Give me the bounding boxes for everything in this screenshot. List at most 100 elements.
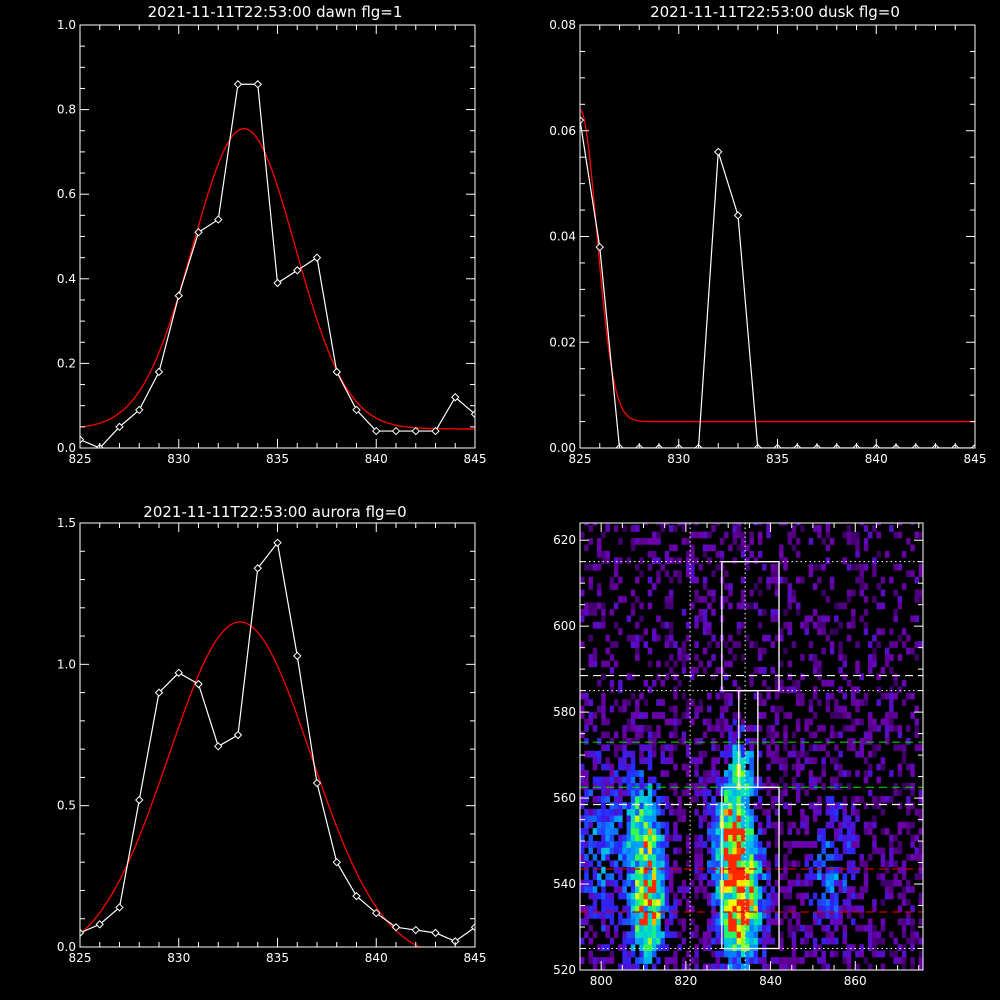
image-heatmap-cell bbox=[694, 808, 699, 816]
image-heatmap-cell bbox=[851, 699, 856, 706]
image-heatmap-cell bbox=[736, 834, 742, 842]
image-heatmap-cell bbox=[664, 673, 670, 681]
image-heatmap-cell bbox=[643, 725, 649, 732]
image-heatmap-cell bbox=[698, 866, 704, 874]
image-heatmap-cell bbox=[613, 750, 619, 758]
image-heatmap-cell bbox=[749, 944, 754, 951]
image-heatmap-cell bbox=[766, 783, 771, 790]
image-heatmap-cell bbox=[618, 963, 623, 970]
image-heatmap-cell bbox=[728, 828, 733, 835]
image-heatmap-cell bbox=[728, 841, 733, 848]
image-heatmap-cell bbox=[647, 957, 653, 964]
image-heatmap-cell bbox=[660, 750, 665, 758]
image-heatmap-cell bbox=[745, 789, 750, 797]
image-heatmap-cell bbox=[651, 931, 657, 939]
image-heatmap-cell bbox=[639, 789, 644, 797]
image-heatmap-cell bbox=[685, 557, 691, 565]
image-heatmap-cell bbox=[664, 892, 670, 900]
dawn-data-point bbox=[154, 367, 164, 377]
image-heatmap-cell bbox=[609, 821, 615, 829]
image-heatmap-cell bbox=[601, 660, 606, 668]
image-heatmap-cell bbox=[609, 879, 615, 887]
image-heatmap-cell bbox=[846, 892, 852, 900]
image-heatmap-cell bbox=[846, 525, 852, 532]
image-heatmap-cell bbox=[588, 576, 593, 584]
image-heatmap-cell bbox=[859, 523, 865, 526]
image-heatmap-cell bbox=[855, 750, 860, 758]
image-heatmap-cell bbox=[901, 866, 907, 874]
image-heatmap-cell bbox=[829, 873, 835, 881]
image-heatmap-cell bbox=[838, 602, 843, 610]
image-heatmap-cell bbox=[694, 589, 699, 597]
image-heatmap-cell bbox=[757, 589, 763, 597]
image-heatmap-cell bbox=[842, 905, 848, 913]
image-heatmap-cell bbox=[872, 950, 877, 958]
image-heatmap-cell bbox=[880, 853, 886, 861]
dawn-data-point bbox=[332, 367, 341, 377]
image-heatmap-cell bbox=[630, 712, 636, 719]
image-heatmap-cell bbox=[812, 841, 818, 848]
image-heatmap-cell bbox=[749, 750, 754, 758]
image-heatmap-cell bbox=[728, 899, 733, 906]
image-heatmap-cell bbox=[757, 892, 763, 900]
image-heatmap-cell bbox=[745, 750, 750, 758]
image-heatmap-cell bbox=[630, 608, 636, 616]
image-heatmap-cell bbox=[711, 570, 716, 578]
image-heatmap-cell bbox=[787, 802, 793, 810]
image-heatmap-cell bbox=[783, 737, 788, 745]
image-heatmap-cell bbox=[609, 828, 615, 835]
image-heatmap-cell bbox=[588, 750, 593, 758]
image-heatmap-cell bbox=[639, 950, 644, 958]
image-heatmap-cell bbox=[643, 873, 649, 881]
image-heatmap-cell bbox=[673, 950, 678, 958]
image-heatmap-cell bbox=[812, 937, 818, 945]
image-heatmap-cell bbox=[630, 944, 636, 951]
image-heatmap-cell bbox=[698, 821, 704, 829]
image-heatmap-cell bbox=[613, 602, 619, 610]
image-heatmap-cell bbox=[740, 828, 746, 835]
image-heatmap-cell bbox=[817, 531, 822, 539]
image-heatmap-cell bbox=[906, 918, 911, 926]
image-heatmap-cell bbox=[753, 692, 759, 700]
image-heatmap-cell bbox=[817, 795, 822, 803]
image-heatmap-cell bbox=[736, 918, 742, 926]
image-heatmap-cell bbox=[592, 866, 598, 874]
image-heatmap-cell bbox=[851, 686, 856, 694]
image-heatmap-cell bbox=[664, 924, 670, 932]
image-heatmap-cell bbox=[668, 557, 674, 565]
image-heatmap-cell bbox=[630, 692, 636, 700]
image-heatmap-cell bbox=[884, 712, 890, 719]
image-heatmap-cell bbox=[635, 808, 640, 816]
image-heatmap-cell bbox=[605, 931, 610, 939]
image-heatmap-cell bbox=[901, 744, 907, 752]
image-heatmap-cell bbox=[779, 918, 784, 926]
image-heatmap-cell bbox=[867, 718, 873, 726]
image-heatmap-cell bbox=[821, 905, 826, 913]
image-heatmap-cell bbox=[766, 841, 771, 848]
image-heatmap-cell bbox=[635, 576, 640, 584]
image-heatmap-cell bbox=[821, 563, 826, 571]
image-heatmap-cell bbox=[863, 596, 869, 603]
image-heatmap-cell bbox=[715, 550, 721, 558]
image-heatmap-cell bbox=[588, 583, 593, 590]
image-heatmap-cell bbox=[774, 673, 780, 681]
image-heatmap-cell bbox=[808, 570, 814, 578]
image-heatmap-cell bbox=[584, 692, 589, 700]
image-heatmap-cell bbox=[889, 879, 894, 887]
image-heatmap-cell bbox=[872, 834, 877, 842]
image-heatmap-cell bbox=[660, 892, 665, 900]
image-heatmap-cell bbox=[889, 892, 894, 900]
image-heatmap-cell bbox=[846, 538, 852, 545]
image-heatmap-cell bbox=[643, 918, 649, 926]
image-heatmap-cell bbox=[690, 757, 695, 764]
image-heatmap-cell bbox=[876, 583, 881, 590]
image-heatmap-cell bbox=[829, 679, 835, 687]
image-heatmap-cell bbox=[893, 563, 898, 571]
image-ytick-label: 540 bbox=[553, 877, 576, 891]
image-heatmap-cell bbox=[757, 538, 763, 545]
image-heatmap-cell bbox=[639, 924, 644, 932]
image-heatmap-cell bbox=[656, 866, 661, 874]
image-heatmap-cell bbox=[736, 860, 742, 868]
aurora-data-point bbox=[253, 564, 262, 573]
image-heatmap-cell bbox=[757, 692, 763, 700]
